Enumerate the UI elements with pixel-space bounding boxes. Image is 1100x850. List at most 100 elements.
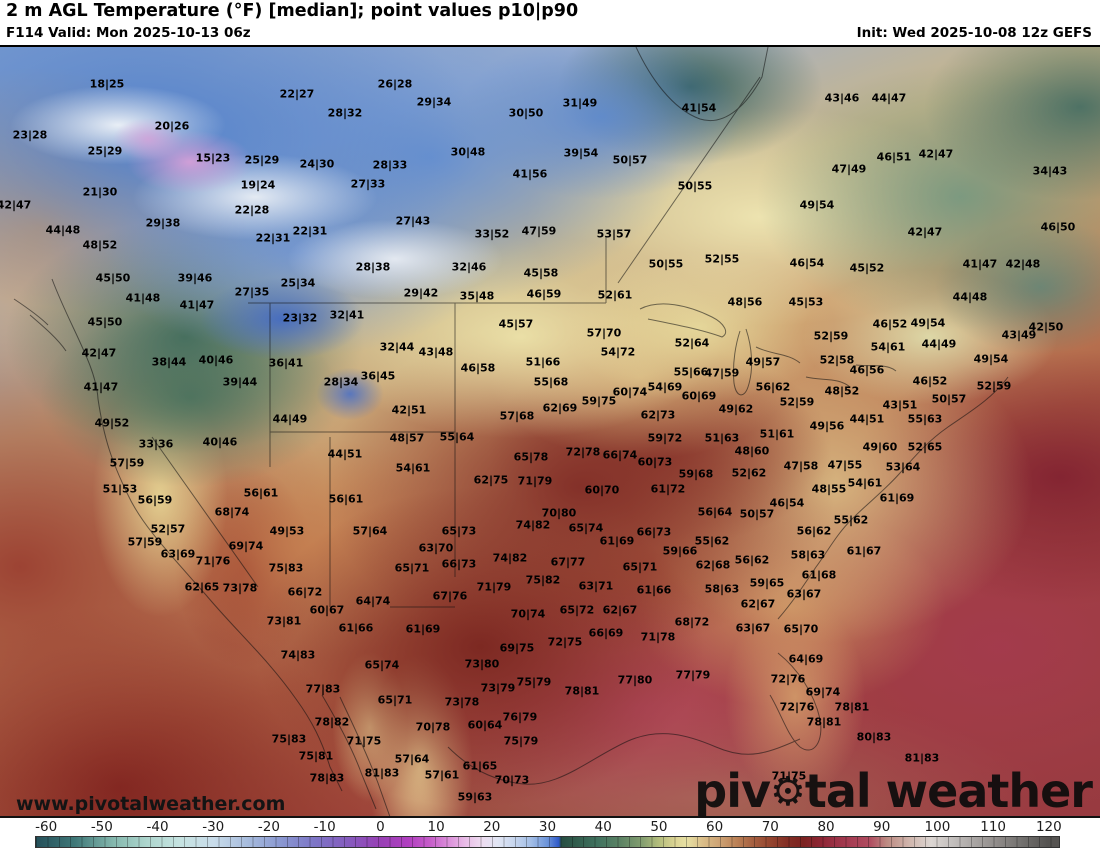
point-value-label: 61|66 [338,621,374,635]
colorbar-tick: 20 [483,819,501,835]
point-value-label: 75|79 [516,675,552,689]
point-value-label: 54|61 [847,476,883,490]
point-value-label: 56|62 [755,380,791,394]
point-value-label: 28|33 [372,158,408,172]
point-value-label: 55|68 [533,375,569,389]
pivotal-weather-logo: piv⚙tal weather [694,764,1093,818]
point-value-label: 22|31 [292,224,328,238]
point-value-label: 52|62 [731,466,767,480]
point-value-label: 48|60 [734,444,770,458]
point-value-label: 42|47 [0,198,32,212]
point-value-label: 55|66 [673,365,709,379]
logo-text-right: tal weather [804,764,1093,818]
point-value-label: 27|33 [350,177,386,191]
point-value-label: 58|63 [704,582,740,596]
point-value-label: 73|80 [464,657,500,671]
point-value-label: 65|74 [568,521,604,535]
point-value-label: 27|43 [395,214,431,228]
point-value-label: 71|76 [195,554,231,568]
point-value-label: 66|73 [636,525,672,539]
point-value-label: 25|29 [244,153,280,167]
point-value-label: 62|69 [542,401,578,415]
point-value-label: 78|82 [314,715,350,729]
point-value-label: 49|53 [269,524,305,538]
point-value-label: 52|57 [150,522,186,536]
point-value-label: 65|71 [394,561,430,575]
point-value-label: 61|69 [599,534,635,548]
colorbar-tick: -30 [202,819,225,835]
point-value-label: 32|41 [329,308,365,322]
point-value-label: 63|67 [735,621,771,635]
point-value-label: 42|47 [81,346,117,360]
point-value-label: 29|38 [145,216,181,230]
point-value-label: 49|60 [862,440,898,454]
point-value-label: 55|63 [907,412,943,426]
point-value-label: 68|74 [214,505,250,519]
point-value-label: 66|72 [287,585,323,599]
colorbar-tick: -60 [35,819,58,835]
point-value-label: 78|81 [564,684,600,698]
point-value-label: 48|55 [811,482,847,496]
point-value-label: 42|51 [391,403,427,417]
point-value-label: 22|31 [255,231,291,245]
point-value-label: 71|75 [346,734,382,748]
point-value-label: 59|63 [457,790,493,804]
colorbar-tick: -40 [146,819,169,835]
point-value-label: 44|47 [871,91,907,105]
point-value-label: 52|59 [976,379,1012,393]
point-value-label: 70|73 [494,773,530,787]
point-value-label: 53|64 [885,460,921,474]
point-value-label: 72|76 [779,700,815,714]
point-value-label: 47|59 [704,366,740,380]
colorbar-tick: 0 [376,819,385,835]
forecast-map[interactable]: 18|25 22|27 28|32 23|28 20|26 25|29 15|23 25|29… [0,45,1100,818]
point-value-label: 80|83 [856,730,892,744]
point-value-label: 23|32 [282,311,318,325]
point-value-label: 51|53 [102,482,138,496]
point-value-label: 69|74 [805,685,841,699]
point-value-label: 48|57 [389,431,425,445]
point-value-label: 57|59 [127,535,163,549]
point-value-label: 34|43 [1032,164,1068,178]
point-value-label: 65|72 [559,603,595,617]
colorbar-tick: 110 [980,819,1007,835]
point-value-label: 78|81 [834,700,870,714]
point-value-label: 65|73 [441,524,477,538]
point-value-label: 57|70 [586,326,622,340]
point-value-label: 49|62 [718,402,754,416]
point-value-label: 60|64 [467,718,503,732]
point-value-label: 44|51 [327,447,363,461]
point-value-label: 47|55 [827,458,863,472]
point-value-label: 76|79 [502,710,538,724]
point-value-label: 65|71 [377,693,413,707]
point-value-label: 63|69 [160,547,196,561]
colorbar-tick: 10 [427,819,445,835]
point-value-label: 62|67 [740,597,776,611]
point-value-label: 22|27 [279,87,315,101]
point-value-label: 70|78 [415,720,451,734]
point-value-label: 49|52 [94,416,130,430]
point-value-label: 60|69 [681,389,717,403]
point-value-label: 78|81 [806,715,842,729]
point-value-label: 45|50 [95,271,131,285]
point-value-label: 61|66 [636,583,672,597]
point-value-label: 65|71 [622,560,658,574]
point-value-label: 78|83 [309,771,345,785]
point-value-label: 73|78 [222,581,258,595]
point-value-label: 56|62 [734,553,770,567]
point-value-label: 74|82 [515,518,551,532]
point-value-label: 61|69 [879,491,915,505]
point-value-label: 40|46 [198,353,234,367]
point-value-label: 67|77 [550,555,586,569]
point-value-label: 41|48 [125,291,161,305]
point-value-label: 29|34 [416,95,452,109]
point-value-label: 59|72 [647,431,683,445]
point-value-label: 46|54 [769,496,805,510]
colorbar-tick: 60 [706,819,724,835]
point-value-label: 42|47 [918,147,954,161]
point-value-label: 71|75 [771,769,807,783]
point-value-label: 40|46 [202,435,238,449]
point-value-label: 77|80 [617,673,653,687]
point-value-label: 62|73 [640,408,676,422]
point-value-label: 39|54 [563,146,599,160]
